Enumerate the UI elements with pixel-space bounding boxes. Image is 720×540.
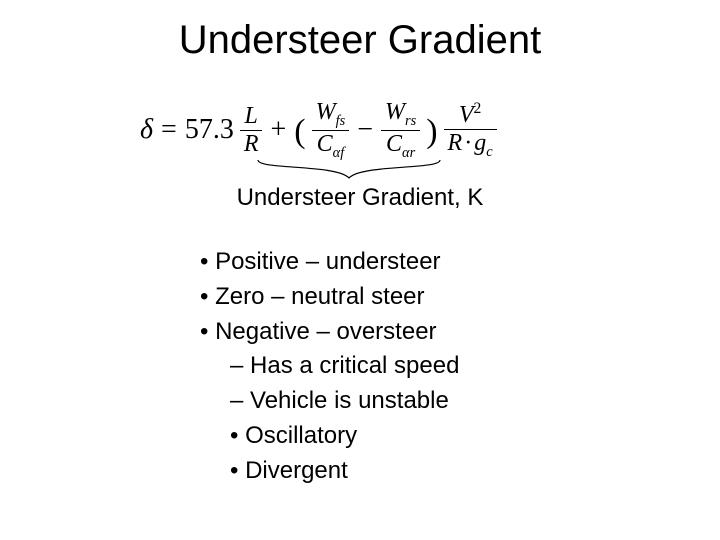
den-Car: Cαr [382,132,419,161]
bullet-list-3: Oscillatory Divergent [200,419,459,489]
v2: 2 [474,100,482,117]
const-573: 57.3 [185,114,234,146]
sym-eq: = [159,114,179,146]
den-R: R [240,132,263,157]
formula-block: δ = 57.3 L R + ( Wfs Cαf − Wrs Cαr ) [140,100,580,161]
bullet-list-1: Positive – understeer Zero – neutral ste… [200,245,459,349]
frac-Wrs-Car: Wrs Cαr [381,100,420,161]
slide: Understeer Gradient δ = 57.3 L R + ( Wfs… [0,0,720,540]
bullet-zero: Zero – neutral steer [200,280,459,315]
bullet-divergent: Divergent [230,454,459,489]
c1: C [317,131,333,157]
bullet-unstable: Vehicle is unstable [230,384,459,419]
dot: · [462,130,474,156]
sym-minus: − [355,114,375,146]
c2: C [386,131,402,157]
frac-V2-Rgc: V2 R·gc [444,101,497,160]
slide-title: Understeer Gradient [0,18,720,63]
num-Wrs: Wrs [381,100,420,129]
brace-icon [256,158,442,180]
bullet-list-2: Has a critical speed Vehicle is unstable [200,349,459,419]
underbrace [256,158,442,180]
bullet-positive: Positive – understeer [200,245,459,280]
frac-Wfs-Caf: Wfs Cαf [312,100,350,161]
den-Caf: Cαf [313,132,349,161]
bullet-critical-speed: Has a critical speed [230,349,459,384]
sym-plus: + [268,114,288,146]
num-L: L [240,104,261,129]
body-text: Positive – understeer Zero – neutral ste… [200,245,459,489]
num-Wfs: Wfs [312,100,350,129]
frac-L-R: L R [240,104,263,157]
w2s: rs [405,113,416,129]
g: g [474,130,486,156]
caption: Understeer Gradient, K [0,184,720,212]
v: V [459,102,474,128]
w1s: fs [336,113,346,129]
formula: δ = 57.3 L R + ( Wfs Cαf − Wrs Cαr ) [140,100,580,161]
bullet-oscillatory: Oscillatory [230,419,459,454]
r2: R [448,130,463,156]
gc: c [486,144,492,160]
sym-delta: δ [140,114,153,146]
bullet-negative: Negative – oversteer [200,315,459,350]
den-Rgc: R·gc [444,131,497,160]
w2: W [385,99,405,125]
num-V2: V2 [455,101,485,128]
w1: W [316,99,336,125]
